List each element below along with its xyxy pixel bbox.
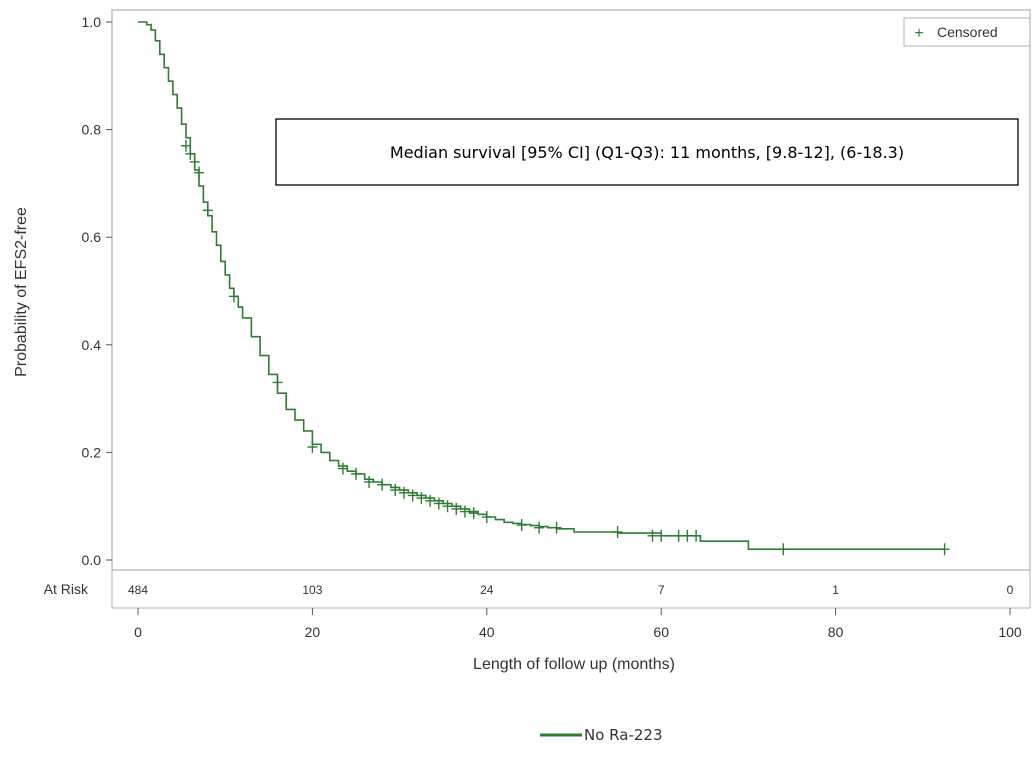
censor-mark — [337, 462, 348, 475]
y-axis: 0.0 0.2 0.4 0.6 0.8 1.0 — [82, 14, 112, 568]
at-risk-count: 0 — [1007, 583, 1014, 597]
censor-mark — [460, 505, 470, 518]
censored-legend-label: Censored — [937, 24, 998, 40]
censor-mark — [647, 529, 658, 542]
censor-mark — [180, 139, 191, 152]
censor-mark — [778, 543, 789, 556]
km-series-line — [138, 21, 945, 550]
censor-mark — [194, 166, 205, 179]
censor-mark — [307, 441, 318, 454]
y-axis-label: Probability of EFS2-free — [13, 207, 30, 377]
censor-mark — [442, 500, 453, 513]
censor-mark — [425, 494, 436, 507]
censor-mark — [433, 497, 444, 510]
y-tick-label: 0.6 — [82, 229, 102, 245]
censor-marks — [180, 139, 950, 556]
x-tick-label: 60 — [653, 624, 669, 640]
at-risk-table: At Risk 484 103 24 7 1 0 — [44, 581, 1014, 597]
censor-mark — [189, 155, 200, 168]
censor-mark — [612, 526, 623, 539]
censor-mark — [202, 204, 213, 217]
censor-mark — [481, 510, 492, 523]
censor-mark — [691, 529, 702, 542]
censored-legend-symbol: + — [914, 25, 923, 42]
y-tick-label: 0.8 — [82, 122, 102, 138]
censor-mark — [407, 489, 418, 502]
censor-mark — [534, 521, 545, 534]
censor-mark — [416, 492, 427, 505]
x-tick-label: 80 — [828, 624, 844, 640]
y-tick-label: 0.2 — [82, 444, 102, 460]
at-risk-count: 484 — [128, 583, 148, 597]
censor-mark — [682, 529, 693, 542]
censor-mark — [377, 478, 388, 491]
censor-mark — [939, 543, 950, 556]
y-tick-label: 1.0 — [82, 14, 102, 30]
censored-legend: + Censored — [903, 17, 1031, 47]
censored-legend-box — [903, 17, 1031, 47]
censor-mark — [351, 467, 361, 480]
censor-mark — [451, 502, 462, 515]
x-axis-label: Length of follow up (months) — [473, 656, 675, 673]
plot-frame — [111, 9, 1031, 571]
censor-mark — [185, 147, 196, 160]
censor-mark — [364, 475, 375, 488]
y-tick-label: 0.0 — [82, 552, 102, 568]
km-curve — [138, 21, 945, 550]
y-tick-label: 0.4 — [82, 337, 102, 353]
censor-mark — [673, 529, 684, 542]
at-risk-count: 7 — [658, 583, 665, 597]
censor-mark — [551, 521, 562, 534]
x-tick-label: 40 — [479, 624, 495, 640]
at-risk-count: 1 — [832, 583, 839, 597]
at-risk-label: At Risk — [44, 581, 89, 597]
annotation-box — [275, 118, 1019, 186]
censor-mark — [398, 486, 409, 499]
censor-mark — [656, 529, 667, 542]
censor-mark — [468, 507, 479, 520]
censor-mark — [516, 519, 527, 532]
censor-mark — [390, 484, 401, 497]
censor-mark — [228, 290, 239, 303]
censor-mark — [272, 376, 283, 389]
x-axis: 0 20 40 60 80 100 — [134, 608, 1022, 640]
series-legend-label: No Ra-223 — [584, 726, 663, 744]
at-risk-count: 103 — [302, 583, 322, 597]
at-risk-count: 24 — [480, 583, 494, 597]
median-annotation: Median survival [95% CI] (Q1-Q3): 11 mon… — [275, 118, 1019, 186]
annotation-text: Median survival [95% CI] (Q1-Q3): 11 mon… — [390, 143, 904, 162]
x-tick-label: 0 — [134, 624, 142, 640]
series-legend: No Ra-223 — [540, 726, 663, 744]
x-tick-label: 20 — [305, 624, 321, 640]
x-tick-label: 100 — [998, 624, 1022, 640]
